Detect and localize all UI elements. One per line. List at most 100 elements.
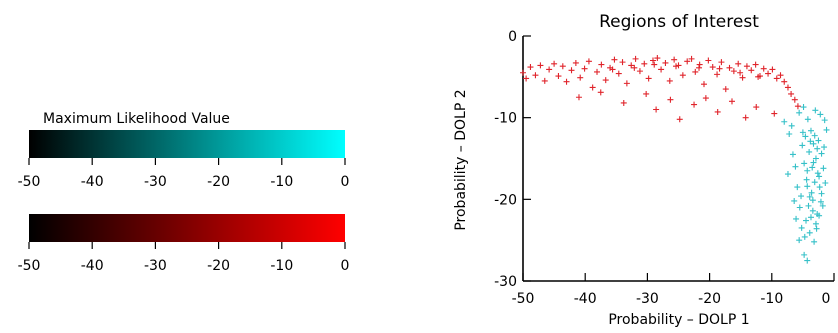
colorbar-cyan-tick-label: -10 — [270, 174, 293, 190]
scatter-point — [628, 62, 635, 69]
scatter-point — [546, 66, 553, 73]
scatter-point — [791, 96, 798, 103]
scatter-point — [735, 60, 742, 67]
scatter-point — [777, 72, 784, 79]
scatter-point — [541, 77, 548, 84]
colorbar-title: Maximum Likelihood Value — [43, 111, 230, 127]
scatter-point — [819, 202, 826, 209]
colorbar-cyan-tick-label: -40 — [81, 174, 104, 190]
scatter-point — [811, 179, 818, 186]
scatter-point — [816, 184, 823, 191]
scatter-point — [667, 96, 674, 103]
scatter-point — [684, 58, 691, 65]
scatter-point — [653, 106, 660, 113]
scatter-point — [701, 81, 708, 88]
scatter-point — [784, 171, 791, 178]
scatter-point — [788, 90, 795, 97]
x-tick-label: 0 — [822, 291, 831, 307]
scatter-point — [821, 117, 828, 124]
scatter-point — [806, 193, 813, 200]
scatter-point — [597, 89, 604, 96]
colorbar-red-tick-label: -20 — [207, 258, 230, 274]
scatter-point — [821, 144, 828, 151]
scatter-point — [636, 68, 643, 75]
scatter-point — [820, 165, 827, 172]
scatter-point — [718, 59, 725, 66]
scatter-point — [714, 108, 721, 115]
colorbar-cyan-ticks: -50 -40 -30 -20 -10 0 — [18, 158, 350, 190]
colorbar-cyan-tick-label: -20 — [207, 174, 230, 190]
colorbar-red-tick-label: -30 — [144, 258, 167, 274]
scatter-point — [577, 74, 584, 81]
x-tick-label: -20 — [698, 291, 721, 307]
scatter-point — [702, 95, 709, 102]
scatter-point — [643, 90, 650, 97]
scatter-point — [748, 67, 755, 74]
colorbar-cyan-tick-label: 0 — [341, 174, 350, 190]
scatter-point — [805, 202, 812, 209]
scatter-point — [620, 99, 627, 106]
scatter-point — [798, 224, 805, 231]
scatter-point — [532, 72, 539, 79]
x-tick-label: -10 — [760, 291, 783, 307]
scatter-point — [654, 55, 661, 62]
scatter-point — [631, 64, 638, 71]
scatter-point — [813, 225, 820, 232]
scatter-point — [692, 68, 699, 75]
scatter-point — [537, 62, 544, 69]
scatter-point — [810, 140, 817, 147]
scatter-point — [769, 66, 776, 73]
scatter-point — [793, 215, 800, 222]
scatter-point — [730, 68, 737, 75]
scatter-point — [807, 127, 814, 134]
colorbar-red-tick-label: -10 — [270, 258, 293, 274]
scatter-point — [568, 67, 575, 74]
scatter-point — [520, 69, 526, 76]
scatter-point — [822, 180, 829, 186]
scatter-point — [801, 233, 808, 240]
scatter-point — [812, 220, 819, 227]
scatter-point — [739, 74, 746, 81]
scatter-point — [742, 114, 749, 121]
scatter-point — [811, 238, 818, 245]
scatter-point — [818, 190, 825, 197]
scatter-point — [598, 61, 605, 68]
scatter-point — [806, 229, 813, 236]
scatter-point — [799, 142, 806, 149]
scatter-point — [814, 211, 821, 218]
scatter-point — [709, 64, 716, 71]
scatter-point — [816, 173, 823, 180]
scatter-point — [789, 151, 796, 158]
scatter-point — [760, 65, 767, 72]
scatter-point — [792, 163, 799, 170]
scatter-point — [594, 68, 601, 75]
scatter-point — [765, 70, 772, 77]
scatter-point — [671, 56, 678, 63]
scatter-series-1 — [520, 55, 801, 123]
scatter-series-layer — [520, 55, 830, 264]
scatter-point — [611, 56, 618, 63]
scatter-point — [818, 150, 825, 157]
scatter-point — [602, 77, 609, 84]
scatter-point — [781, 118, 788, 125]
scatter-point — [809, 197, 816, 204]
scatter-point — [798, 193, 805, 200]
scatter-point — [619, 59, 626, 66]
colorbar-red-tick-label: 0 — [341, 258, 350, 274]
scatter-point — [803, 176, 810, 183]
scatter-point — [726, 64, 733, 71]
colorbar-red-tick-label: -50 — [18, 258, 41, 274]
scatter-point — [796, 237, 803, 244]
scatter-point — [808, 189, 815, 196]
scatter-point — [559, 63, 566, 70]
colorbar-cyan-tick-label: -30 — [144, 174, 167, 190]
scatter-point — [788, 122, 795, 129]
colorbar-red-ticks: -50 -40 -30 -20 -10 0 — [18, 242, 350, 274]
scatter-point — [794, 103, 801, 110]
colorbar-cyan-tick-label: -50 — [18, 174, 41, 190]
scatter-point — [676, 116, 683, 123]
colorbars-panel: Maximum Likelihood Value -50 -40 -30 -20 -10… — [18, 111, 350, 274]
scatter-point — [632, 55, 639, 62]
scatter-point — [811, 132, 818, 139]
scatter-point — [801, 160, 808, 167]
